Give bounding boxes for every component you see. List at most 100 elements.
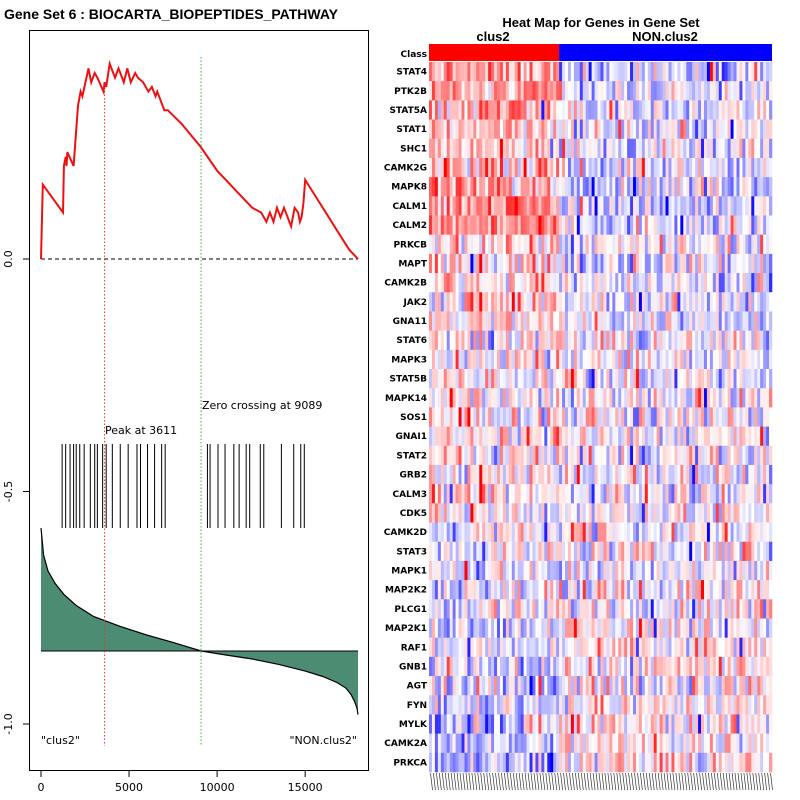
heatmap-cell xyxy=(464,292,468,312)
heatmap-cell xyxy=(508,311,513,331)
heatmap-cell xyxy=(553,311,557,331)
heatmap-cell xyxy=(562,388,566,408)
heatmap-cell xyxy=(715,273,720,293)
heatmap-cell xyxy=(677,388,681,408)
heatmap-cell xyxy=(618,388,622,408)
heatmap-cell xyxy=(573,100,578,120)
heatmap-cell xyxy=(600,656,604,677)
heatmap-cell xyxy=(538,503,542,523)
heatmap-cell xyxy=(769,292,773,312)
heatmap-cell xyxy=(671,637,675,658)
heatmap-cell xyxy=(476,138,480,159)
heatmap-cell xyxy=(627,215,631,235)
heatmap-cell xyxy=(603,426,607,447)
heatmap-cell xyxy=(517,138,521,159)
heatmap-cell xyxy=(553,177,557,197)
heatmap-cell xyxy=(514,234,519,255)
heatmap-cell xyxy=(508,560,513,581)
heatmap-cell xyxy=(653,157,657,178)
heatmap-cell xyxy=(499,752,504,773)
heatmap-cell xyxy=(677,464,681,485)
heatmap-cell xyxy=(760,599,764,619)
heatmap-cell xyxy=(499,541,504,562)
heatmap-cell xyxy=(576,369,581,389)
heatmap-cell xyxy=(650,580,655,600)
heatmap-cell xyxy=(434,560,439,581)
heatmap-cell xyxy=(612,196,616,216)
heatmap-cell xyxy=(627,714,631,734)
heatmap-cell xyxy=(730,138,734,159)
heatmap-cell xyxy=(721,618,725,638)
heatmap-cell xyxy=(544,522,548,543)
heatmap-cell xyxy=(615,234,619,255)
heatmap-cell xyxy=(757,273,761,293)
heatmap-cell xyxy=(618,292,622,312)
heatmap-cell xyxy=(686,407,690,427)
heatmap-cell xyxy=(479,733,483,754)
heatmap-cell xyxy=(757,618,761,638)
sample-label-tick xyxy=(560,772,563,791)
heatmap-cell xyxy=(680,484,684,504)
heatmap-cell xyxy=(721,752,725,773)
heatmap-cell xyxy=(671,234,675,255)
heatmap-cell xyxy=(698,215,702,235)
heatmap-cell xyxy=(701,81,705,101)
heatmap-cell xyxy=(745,138,749,159)
heatmap-cell xyxy=(567,464,572,485)
heatmap-cell xyxy=(715,215,720,235)
heatmap-cell xyxy=(582,311,587,331)
heatmap-cell xyxy=(544,100,548,120)
heatmap-cell xyxy=(452,369,456,389)
heatmap-cell xyxy=(567,138,572,159)
heatmap-cell xyxy=(757,100,761,120)
heatmap-cell xyxy=(600,522,604,543)
heatmap-cell xyxy=(668,292,672,312)
heatmap-cell xyxy=(718,234,723,255)
heatmap-cell xyxy=(683,100,687,120)
heatmap-cell xyxy=(662,138,666,159)
heatmap-cell xyxy=(695,196,699,216)
heatmap-cell xyxy=(724,426,728,447)
heatmap-cell xyxy=(609,580,613,600)
heatmap-cell xyxy=(437,369,442,389)
heatmap-cell xyxy=(547,407,551,427)
heatmap-cell xyxy=(491,100,495,120)
heatmap-cell xyxy=(635,637,640,658)
heatmap-cell xyxy=(550,253,554,274)
heatmap-cell xyxy=(488,484,492,504)
heatmap-cell xyxy=(689,445,693,466)
heatmap-cell xyxy=(606,445,610,466)
heatmap-cell xyxy=(703,234,708,255)
heatmap-cell xyxy=(517,234,521,255)
heatmap-cell xyxy=(440,464,445,485)
heatmap-cell xyxy=(754,62,758,82)
heatmap-cell xyxy=(476,407,480,427)
heatmap-cell xyxy=(511,177,516,197)
sample-label-tick xyxy=(465,772,469,791)
heatmap-cell xyxy=(698,157,702,178)
heatmap-cell xyxy=(695,464,699,485)
heatmap-cell xyxy=(603,234,607,255)
heatmap-cell xyxy=(479,599,483,619)
heatmap-cell xyxy=(455,292,459,312)
sample-label-tick xyxy=(696,772,699,791)
heatmap-cell xyxy=(562,215,566,235)
heatmap-cell xyxy=(437,388,442,408)
heatmap-cell xyxy=(547,81,551,101)
heatmap-cell xyxy=(633,100,637,120)
heatmap-cell xyxy=(446,100,450,120)
heatmap-cell xyxy=(565,464,569,485)
heatmap-cell xyxy=(499,253,504,274)
heatmap-cell xyxy=(505,676,510,696)
heatmap-cell xyxy=(638,157,643,178)
heatmap-cell xyxy=(635,522,640,543)
heatmap-cell xyxy=(440,656,445,677)
heatmap-cell xyxy=(706,580,711,600)
heatmap-cell xyxy=(556,157,560,178)
heatmap-cell xyxy=(635,177,640,197)
heatmap-cell xyxy=(754,157,758,178)
heatmap-cell xyxy=(440,234,445,255)
heatmap-cell xyxy=(479,752,483,773)
heatmap-cell xyxy=(701,157,705,178)
heatmap-cell xyxy=(644,560,649,581)
